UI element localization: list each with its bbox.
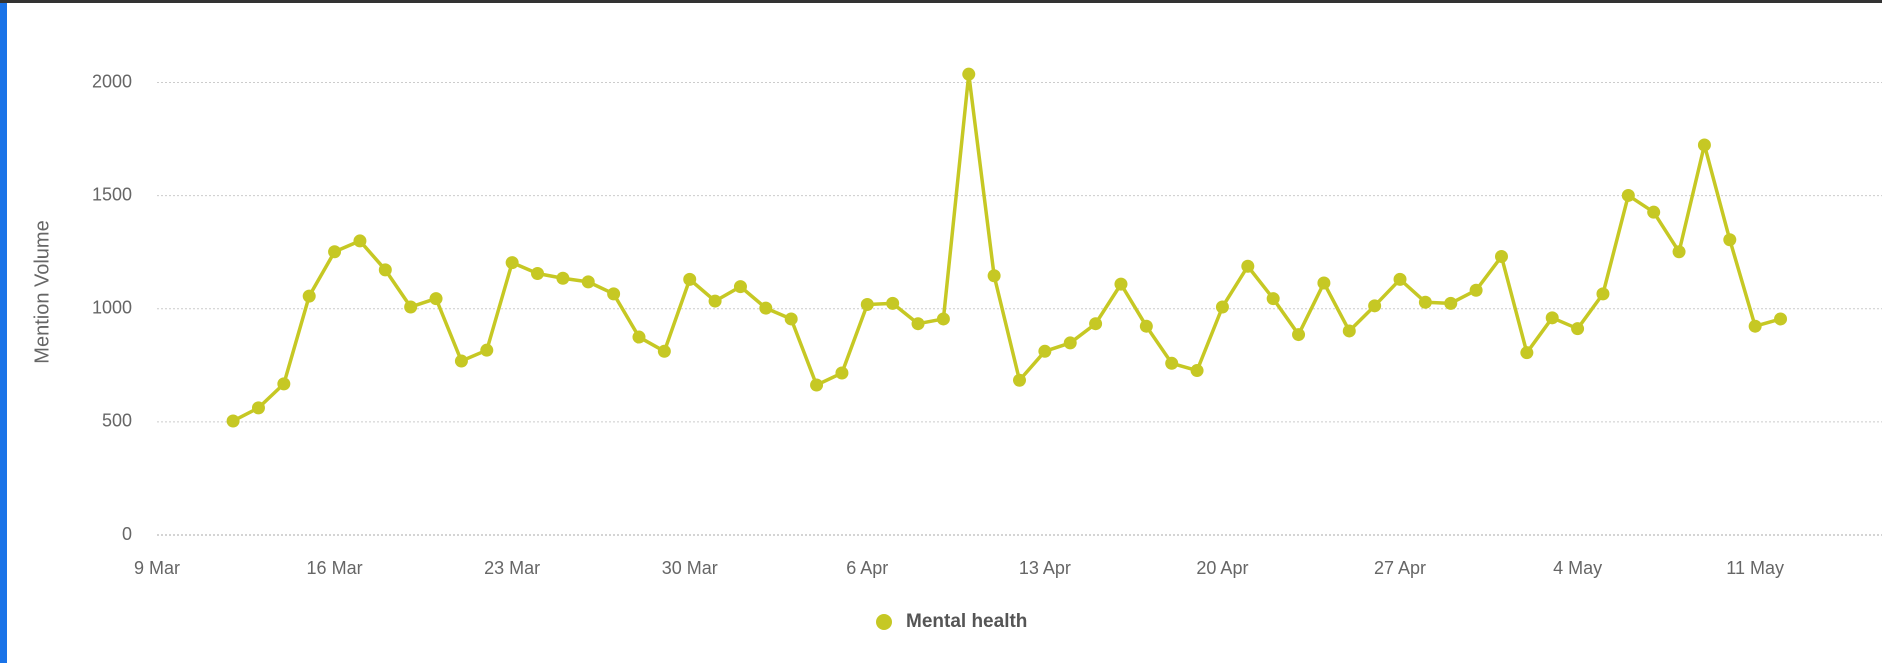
x-tick-label: 6 Apr <box>846 558 888 578</box>
data-point <box>784 312 798 326</box>
data-point <box>531 266 545 280</box>
series-line <box>232 72 1782 423</box>
data-point <box>759 301 773 315</box>
data-point <box>911 317 925 331</box>
x-tick-label: 20 Apr <box>1196 558 1248 578</box>
data-point <box>987 269 1001 283</box>
data-point <box>1013 373 1026 387</box>
data-point <box>1494 250 1508 264</box>
x-tick-label: 16 Mar <box>307 558 363 578</box>
data-point <box>1672 245 1686 259</box>
data-point <box>1723 233 1737 247</box>
data-point <box>1469 283 1483 297</box>
x-tick-label: 9 Mar <box>134 558 180 578</box>
data-point <box>1063 336 1077 350</box>
data-point <box>1342 324 1356 338</box>
data-point <box>1292 328 1306 342</box>
data-point <box>581 275 595 289</box>
y-axis-title: Mention Volume <box>31 220 53 363</box>
data-point <box>505 256 519 270</box>
legend-marker <box>876 614 892 630</box>
data-point <box>429 292 443 306</box>
data-point <box>556 271 570 285</box>
data-point <box>962 67 976 81</box>
data-point <box>835 366 849 380</box>
data-point <box>1444 296 1458 310</box>
data-point <box>328 245 342 259</box>
data-point <box>302 289 316 303</box>
data-point <box>1596 287 1610 301</box>
data-point <box>277 377 291 391</box>
y-tick-label: 1500 <box>92 184 132 204</box>
window-edge <box>0 0 7 663</box>
data-point <box>1317 276 1331 290</box>
data-point <box>251 401 265 415</box>
data-point <box>226 414 240 428</box>
x-tick-label: 11 May <box>1726 558 1784 578</box>
data-point <box>1418 295 1432 309</box>
data-point <box>810 378 824 392</box>
window-top <box>0 0 1882 3</box>
data-point <box>657 344 671 358</box>
data-point <box>1139 319 1153 333</box>
data-point <box>708 294 722 308</box>
y-tick-label: 0 <box>122 524 132 544</box>
data-point <box>607 287 621 301</box>
data-point <box>1114 277 1128 291</box>
data-point <box>733 280 747 294</box>
data-point <box>632 330 646 344</box>
data-point <box>1368 299 1382 313</box>
data-point <box>404 300 418 314</box>
data-point <box>1520 346 1534 360</box>
legend-text: Mental health <box>906 611 1027 632</box>
data-point <box>1697 138 1711 152</box>
x-tick-label: 4 May <box>1553 558 1602 578</box>
data-point <box>1774 312 1788 326</box>
data-point <box>378 263 392 277</box>
x-tick-label: 27 Apr <box>1374 558 1426 578</box>
data-point <box>1266 292 1280 306</box>
data-point <box>1647 205 1661 219</box>
data-point <box>1241 259 1255 273</box>
x-tick-label: 23 Mar <box>484 558 540 578</box>
data-point <box>1621 188 1635 202</box>
data-point <box>1089 317 1103 331</box>
data-point <box>1165 356 1179 370</box>
data-point <box>1571 322 1585 336</box>
data-point <box>1393 272 1407 286</box>
data-point <box>480 343 494 357</box>
data-point <box>353 234 367 248</box>
data-point <box>1748 319 1762 333</box>
data-point <box>1190 364 1204 378</box>
x-tick-label: 30 Mar <box>662 558 718 578</box>
data-point <box>454 354 468 368</box>
data-point <box>1215 300 1229 314</box>
data-point <box>936 312 950 326</box>
y-tick-label: 500 <box>102 411 132 431</box>
x-tick-label: 13 Apr <box>1019 558 1071 578</box>
data-point <box>683 272 697 286</box>
data-point <box>1038 344 1052 358</box>
data-point <box>1545 311 1559 325</box>
y-tick-label: 2000 <box>92 71 132 91</box>
data-point <box>860 297 874 311</box>
y-tick-label: 1000 <box>92 298 132 318</box>
data-point <box>886 296 900 310</box>
